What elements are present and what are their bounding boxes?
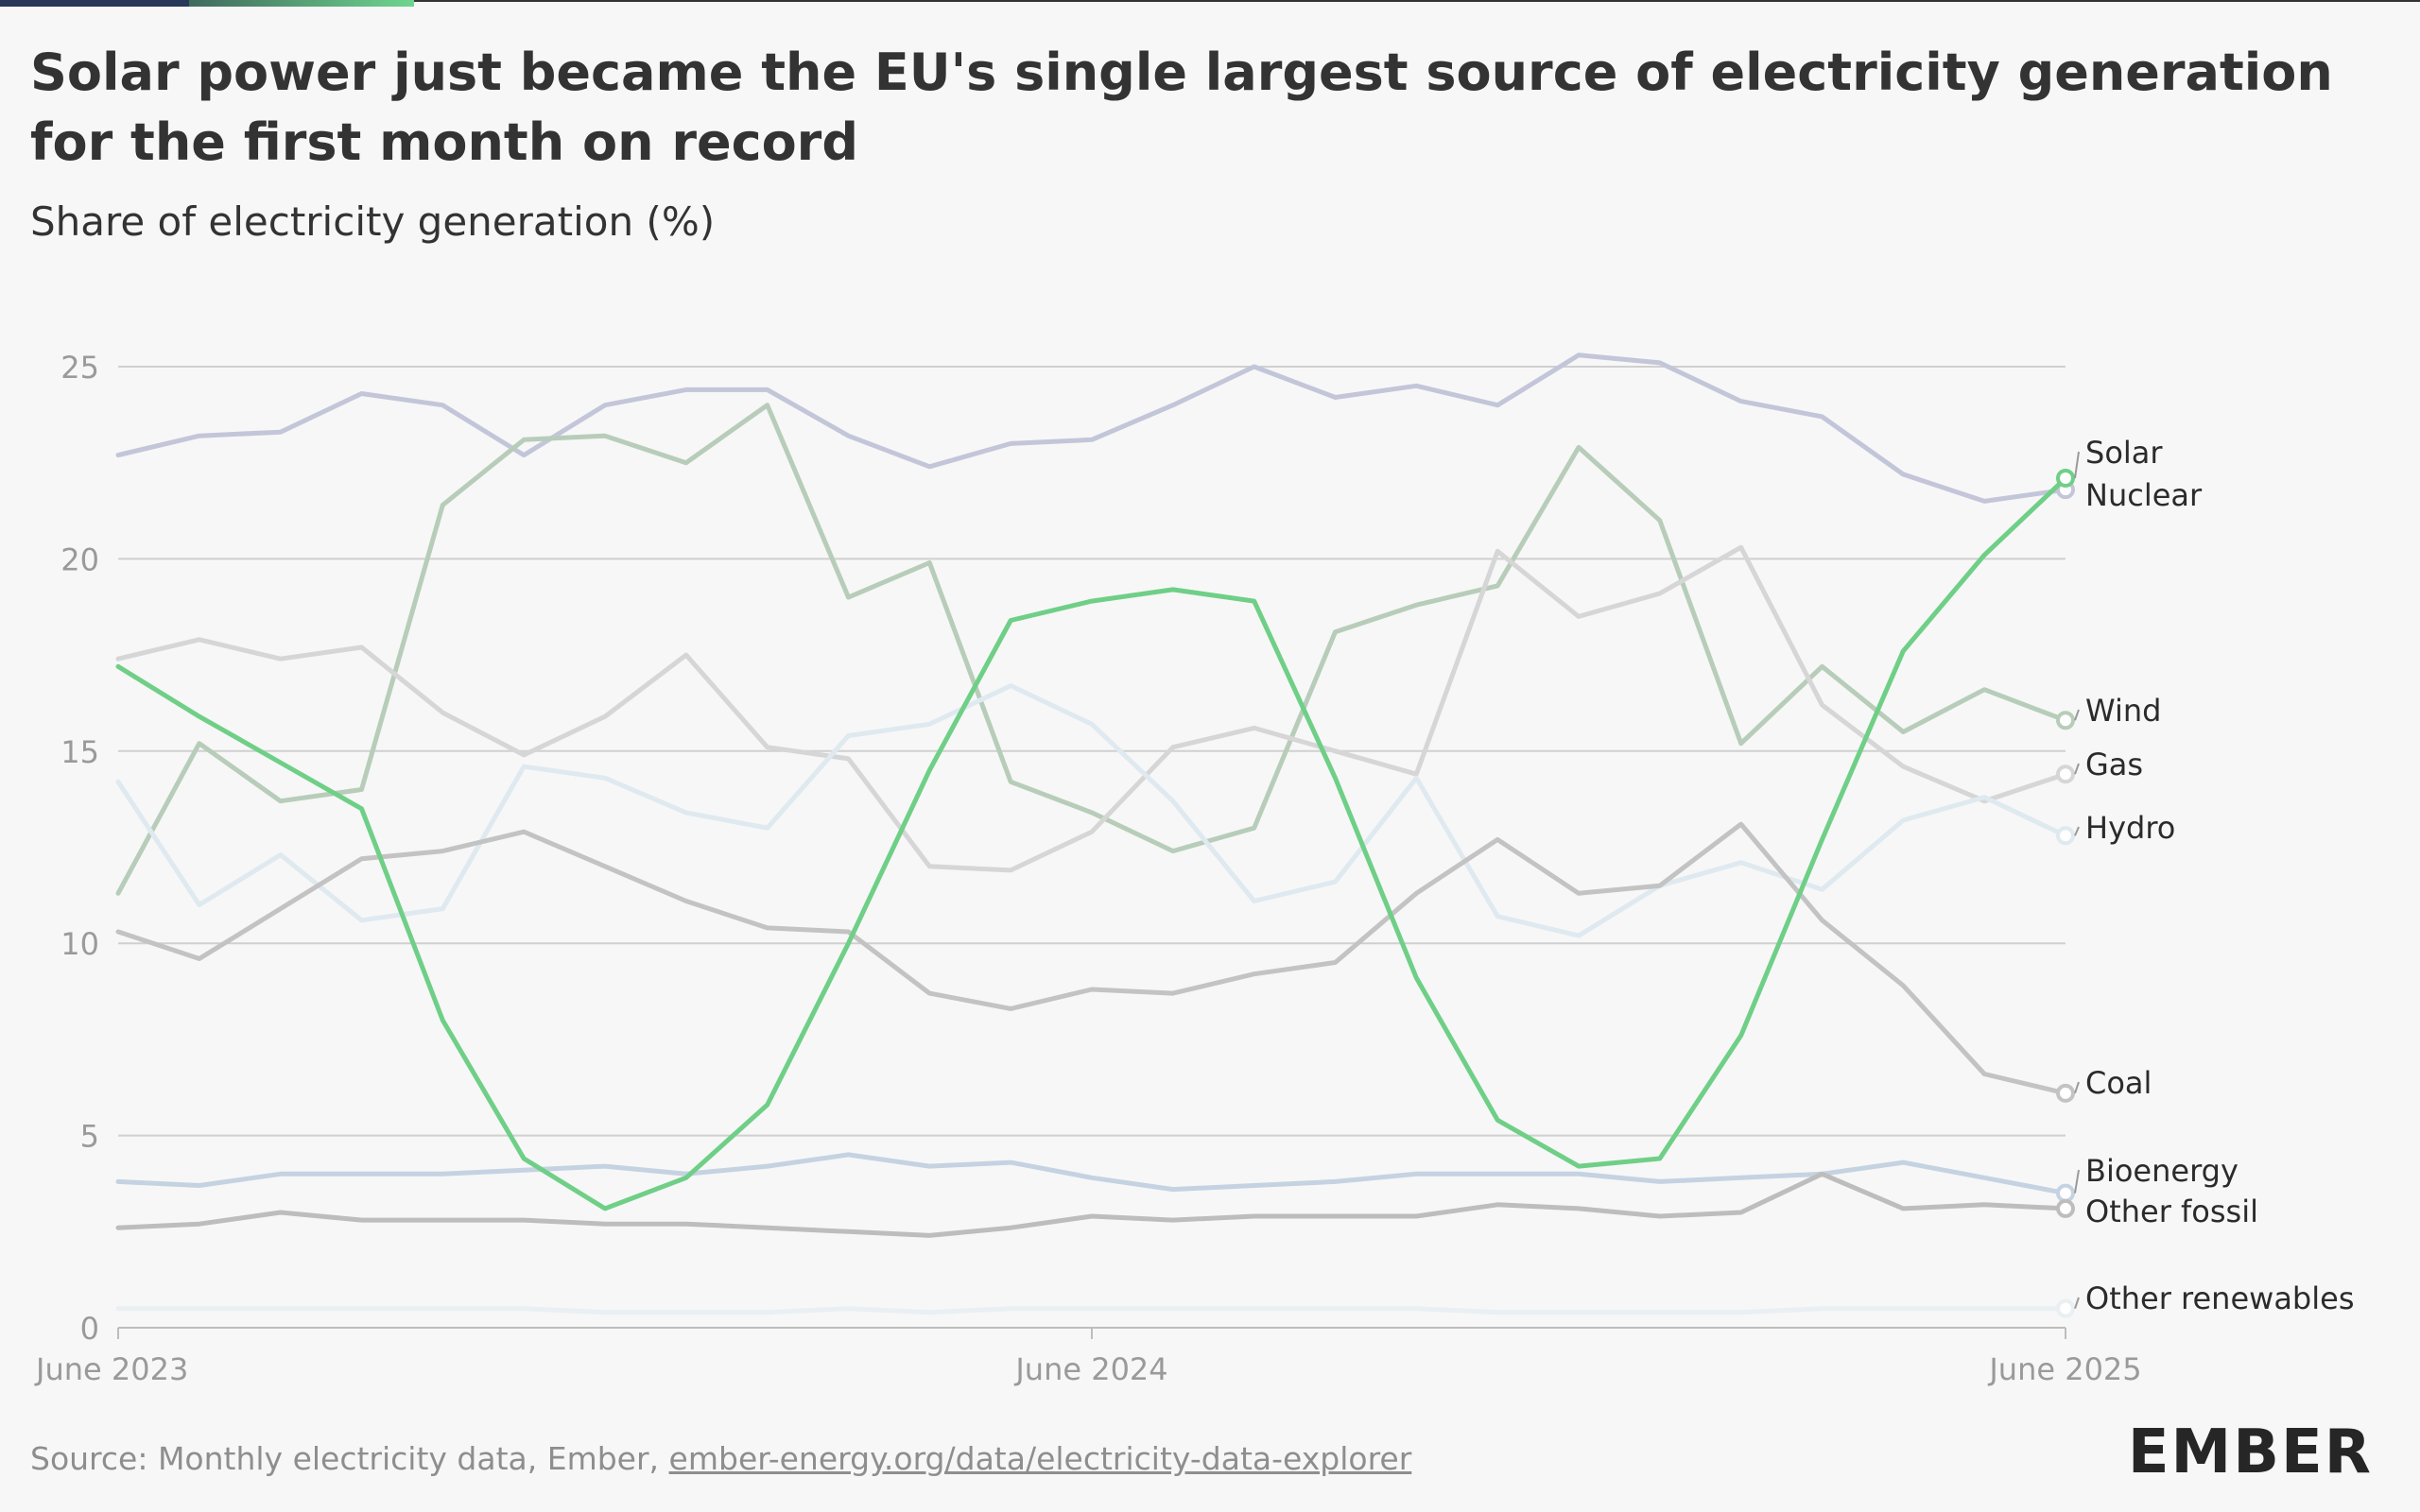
source-text: Source: Monthly electricity data, Ember, xyxy=(30,1440,669,1477)
label-connector-gas xyxy=(2074,763,2080,775)
top-rule xyxy=(414,0,2420,2)
label-connector-coal xyxy=(2074,1081,2080,1094)
label-connector-hydro xyxy=(2074,826,2080,836)
end-point-bioenergy xyxy=(2056,1183,2075,1203)
chart-subtitle: Share of electricity generation (%) xyxy=(30,198,716,245)
y-tick-label-15: 15 xyxy=(60,734,99,770)
series-label-other_fossil: Other fossil xyxy=(2085,1194,2258,1229)
end-point-other_renewables xyxy=(2056,1298,2075,1318)
series-line-nuclear xyxy=(115,352,2068,504)
series-line-coal xyxy=(115,821,2068,1096)
x-tick-label-0: June 2023 xyxy=(34,1351,188,1387)
series-label-bioenergy: Bioenergy xyxy=(2085,1153,2238,1189)
series-line-solar xyxy=(115,475,2068,1211)
series-label-gas: Gas xyxy=(2085,747,2143,782)
end-point-coal xyxy=(2056,1083,2075,1103)
series-line-other_renewables xyxy=(115,1306,2068,1315)
top-accent-bar xyxy=(0,0,2420,9)
series-line-other_fossil xyxy=(115,1171,2068,1238)
top-accent-green xyxy=(189,0,414,7)
end-point-wind xyxy=(2056,711,2075,730)
y-tick-label-0: 0 xyxy=(80,1311,99,1347)
y-tick-label-5: 5 xyxy=(80,1119,99,1155)
top-accent-dark xyxy=(0,0,189,7)
label-connector-bioenergy xyxy=(2074,1169,2080,1194)
series-line-hydro xyxy=(115,683,2068,938)
series-line-gas xyxy=(115,544,2068,873)
source-note: Source: Monthly electricity data, Ember,… xyxy=(30,1440,1411,1477)
series-label-wind: Wind xyxy=(2085,693,2161,729)
end-point-hydro xyxy=(2056,826,2075,846)
series-label-other_renewables: Other renewables xyxy=(2085,1280,2354,1316)
y-tick-label-10: 10 xyxy=(60,926,99,962)
end-point-solar xyxy=(2056,468,2075,488)
series-label-solar: Solar xyxy=(2085,435,2163,471)
source-link[interactable]: ember-energy.org/data/electricity-data-e… xyxy=(668,1440,1412,1477)
label-connector-other_renewables xyxy=(2074,1297,2080,1309)
end-point-gas xyxy=(2056,765,2075,784)
end-point-other_fossil xyxy=(2056,1198,2075,1218)
x-tick-label-1: June 2024 xyxy=(1013,1351,1167,1387)
chart-title: Solar power just became the EU's single … xyxy=(30,43,2333,172)
label-connector-wind xyxy=(2074,709,2080,721)
series-label-nuclear: Nuclear xyxy=(2085,477,2203,513)
series-label-coal: Coal xyxy=(2085,1065,2152,1101)
x-tick-label-2: June 2025 xyxy=(1987,1351,2141,1387)
label-connector-solar xyxy=(2074,451,2080,479)
y-tick-label-20: 20 xyxy=(60,541,99,577)
series-label-hydro: Hydro xyxy=(2085,810,2175,846)
series-line-wind xyxy=(115,403,2068,896)
series-line-bioenergy xyxy=(115,1152,2068,1196)
ember-logo: EMBER xyxy=(2127,1418,2373,1487)
y-tick-label-25: 25 xyxy=(60,350,99,386)
